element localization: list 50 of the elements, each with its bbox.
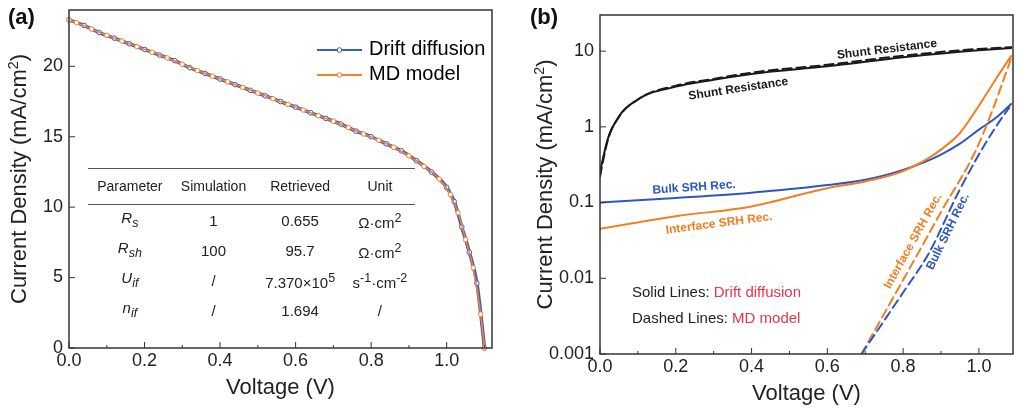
chart-title: (a) [8, 4, 35, 29]
x-tick-label: 0.4 [739, 356, 765, 376]
legend-label: MD model [369, 62, 461, 85]
annotation: R$_{s}$ [120, 208, 140, 232]
text: Shunt Resistance [836, 35, 939, 62]
annotation: / [210, 271, 217, 291]
annotation: 95.7 [284, 241, 316, 261]
y-tick-label: 5 [52, 266, 63, 287]
x-tick-label: 1.0 [966, 356, 992, 376]
x-tick-label: 1.0 [434, 350, 460, 370]
annotation: Ω·cm$^{2}$ [357, 210, 403, 233]
text: Interface SRH Rec. [664, 209, 774, 237]
annotation: 1 [208, 211, 219, 231]
x-tick-label: 0.8 [358, 350, 384, 370]
annotation: 100 [200, 241, 228, 261]
y-tick-label: 15 [42, 125, 63, 146]
x-tick-label: 0.2 [132, 350, 158, 370]
annotation: n$_{if}$ [121, 298, 140, 322]
annotation: / [210, 301, 217, 321]
y-tick-label: 1 [583, 115, 594, 136]
chart-title: (b) [530, 4, 559, 29]
y-tick-label: 0.01 [558, 267, 594, 288]
annotation: U$_{if}$ [120, 268, 141, 292]
x-axis-title: Voltage (V) [226, 374, 335, 399]
x-tick-label: 0.8 [890, 356, 916, 376]
y-tick-label: 10 [573, 39, 594, 60]
annotation: Retrieved [269, 177, 332, 196]
annotation: Parameter [96, 177, 164, 196]
legend-label: Drift diffusion [369, 37, 486, 60]
x-tick-label: 0.6 [814, 356, 840, 376]
series-label: Bulk SRH Rec. [651, 176, 737, 197]
annotation: Solid Lines: Drift diffusion [632, 282, 801, 300]
annotation: Dashed Lines: MD model [632, 308, 801, 326]
annotation: 1.694 [280, 301, 320, 321]
y-tick-label: 20 [42, 55, 63, 76]
y-tick-label: 0.1 [568, 191, 594, 212]
annotation: Unit [366, 177, 394, 196]
annotation: 7.370×10$^{5}$ [264, 270, 337, 293]
y-tick-label: 10 [42, 195, 63, 216]
annotation: / [376, 301, 384, 321]
annotation: Ω·cm$^{2}$ [357, 240, 403, 263]
annotation: Simulation [179, 177, 248, 196]
x-axis-title: Voltage (V) [752, 380, 861, 405]
x-tick-label: 0.6 [283, 350, 309, 370]
x-tick-label: 0.4 [207, 350, 233, 370]
annotation: 0.655 [280, 211, 320, 231]
annotation: s$^{-1}$·cm$^{-2}$ [351, 270, 409, 293]
text: Shunt Resistance [687, 73, 790, 103]
annotation: R$_{sh}$ [116, 238, 143, 262]
x-tick-label: 0.2 [663, 356, 689, 376]
